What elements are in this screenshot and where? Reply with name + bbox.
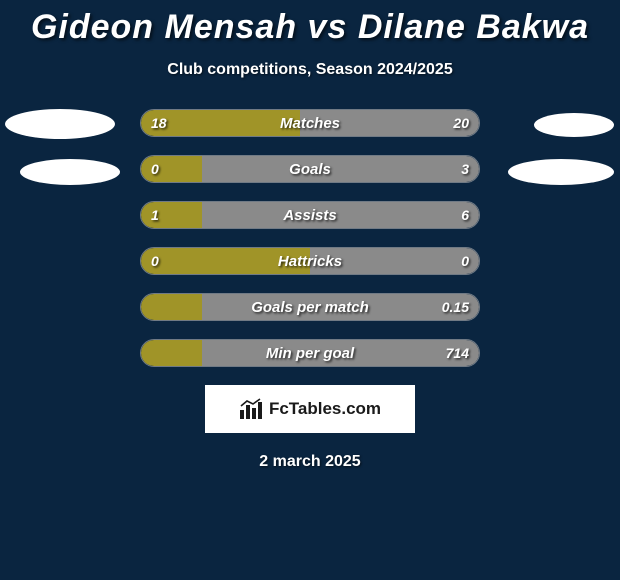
- stat-row: 1820Matches: [140, 109, 480, 137]
- stat-row: 00Hattricks: [140, 247, 480, 275]
- page-subtitle: Club competitions, Season 2024/2025: [0, 61, 620, 79]
- player1-badge-placeholder: [20, 159, 120, 185]
- stat-row: 03Goals: [140, 155, 480, 183]
- page-title: Gideon Mensah vs Dilane Bakwa: [0, 0, 620, 47]
- stat-label: Goals: [141, 156, 479, 182]
- brand-badge[interactable]: FcTables.com: [205, 385, 415, 433]
- stat-row: 16Assists: [140, 201, 480, 229]
- comparison-chart: 1820Matches 03Goals 16Assists 00Hattricks 0.…: [0, 109, 620, 367]
- player2-badge-placeholder: [508, 159, 614, 185]
- stat-label: Matches: [141, 110, 479, 136]
- player1-avatar-placeholder: [5, 109, 115, 139]
- brand-text: FcTables.com: [269, 399, 381, 419]
- stat-label: Min per goal: [141, 340, 479, 366]
- chart-icon: [239, 398, 263, 420]
- player2-avatar-placeholder: [534, 113, 614, 137]
- stat-label: Goals per match: [141, 294, 479, 320]
- stat-row: 0.15Goals per match: [140, 293, 480, 321]
- stat-label: Hattricks: [141, 248, 479, 274]
- stat-rows: 1820Matches 03Goals 16Assists 00Hattricks 0.…: [140, 109, 480, 367]
- footer-date: 2 march 2025: [0, 453, 620, 471]
- stat-label: Assists: [141, 202, 479, 228]
- stat-row: 714Min per goal: [140, 339, 480, 367]
